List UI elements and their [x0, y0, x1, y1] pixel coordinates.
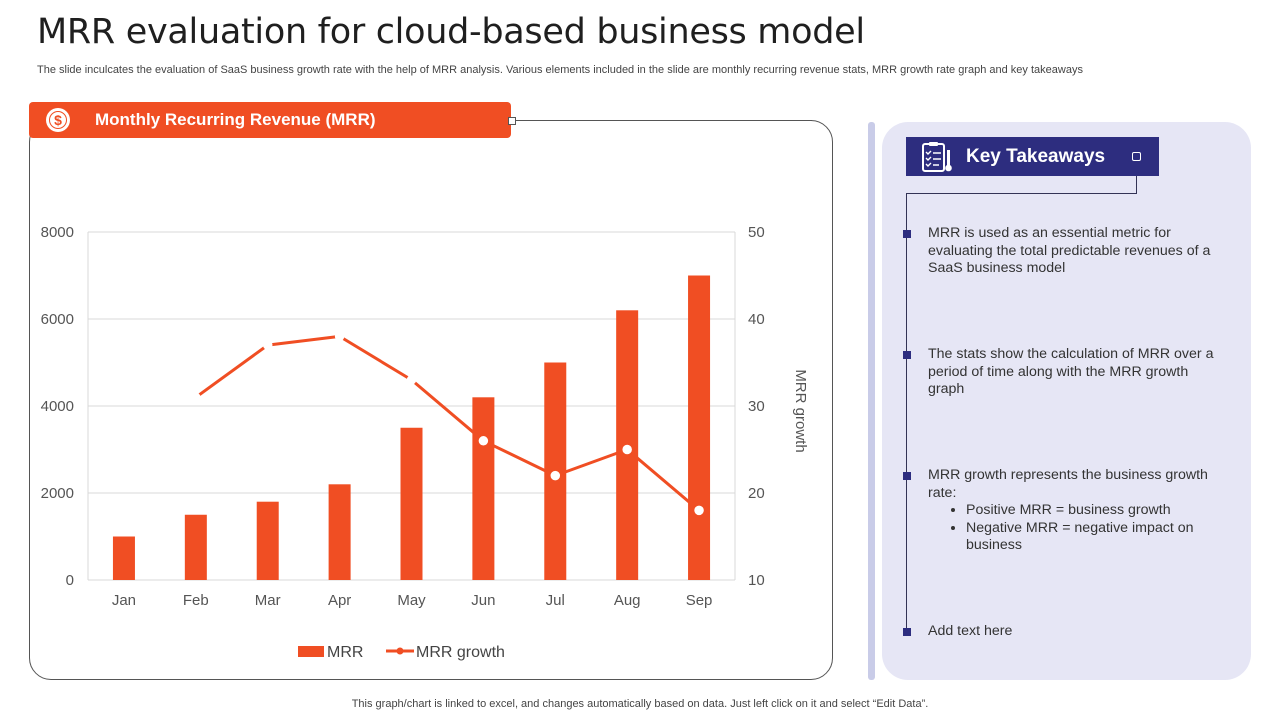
legend-swatch-growth-marker [396, 647, 404, 655]
y-right-tick-label: 30 [748, 398, 765, 415]
key-takeaways-header: Key Takeaways [906, 137, 1159, 176]
takeaway-item-4[interactable]: Add text here [928, 623, 1013, 639]
x-tick-label: Jun [471, 592, 495, 609]
key-takeaways-title: Key Takeaways [966, 146, 1106, 167]
timeline-dot [903, 628, 911, 636]
takeaway-item-3: MRR growth represents the business growt… [928, 467, 1228, 555]
x-tick-label: May [397, 592, 426, 609]
timeline-connector [906, 193, 1137, 195]
page-subtitle: The slide inculcates the evaluation of S… [37, 64, 1083, 76]
x-tick-label: Feb [183, 592, 209, 609]
y-right-axis-label: MRR growth [792, 369, 809, 452]
y-tick-label: 2000 [41, 485, 74, 502]
y-tick-label: 6000 [41, 311, 74, 328]
y-right-tick-label: 40 [748, 311, 765, 328]
bar-mrr [400, 427, 423, 580]
bar-mrr [472, 397, 495, 580]
legend-swatch-mrr [298, 646, 324, 657]
growth-point [406, 375, 417, 385]
growth-point [262, 340, 273, 350]
takeaway-bullets: Positive MRR = business growth Negative … [928, 502, 1228, 555]
x-tick-label: Sep [686, 592, 713, 609]
y-right-tick-label: 20 [748, 485, 765, 502]
y-tick-label: 0 [66, 572, 74, 589]
growth-point [191, 392, 201, 403]
footer-note: This graph/chart is linked to excel, and… [351, 698, 929, 710]
x-tick-label: Aug [614, 592, 641, 609]
bar-mrr [112, 536, 135, 580]
chart-header: $ Monthly Recurring Revenue (MRR) [29, 102, 511, 138]
takeaway-bullet: Negative MRR = negative impact on busine… [966, 520, 1228, 555]
key-takeaways-panel [882, 122, 1251, 680]
growth-point [550, 470, 561, 481]
bar-mrr [688, 275, 711, 580]
header-handle [1132, 152, 1141, 161]
takeaway-bullet: Positive MRR = business growth [966, 502, 1228, 520]
bar-mrr [256, 501, 279, 580]
legend-label-growth: MRR growth [416, 644, 505, 661]
timeline-dot [903, 472, 911, 480]
x-tick-label: Jan [112, 592, 136, 609]
legend-label-mrr: MRR [327, 644, 363, 661]
bar-mrr [184, 514, 207, 580]
y-tick-label: 4000 [41, 398, 74, 415]
x-tick-label: Jul [546, 592, 565, 609]
takeaway-item-2: The stats show the calculation of MRR ov… [928, 346, 1214, 397]
takeaway-item-3-text: MRR growth represents the business growt… [928, 467, 1208, 501]
page-title: MRR evaluation for cloud-based business … [37, 12, 865, 52]
timeline-dot [903, 230, 911, 238]
chart-section-title: Monthly Recurring Revenue (MRR) [95, 110, 376, 129]
connector-line [511, 120, 812, 121]
resize-handle[interactable] [508, 117, 516, 125]
growth-point [478, 436, 489, 446]
line-mrr-growth [194, 334, 701, 512]
timeline-line [906, 193, 908, 633]
y-right-tick-label: 10 [748, 572, 765, 589]
dollar-coin-icon: $ [46, 108, 70, 132]
growth-point [694, 505, 704, 516]
timeline-connector-vertical [1136, 176, 1138, 194]
y-tick-label: 8000 [41, 224, 74, 241]
mrr-chart[interactable]: 0 2000 4000 6000 8000 10 20 30 40 50 MRR growth Jan… [0, 0, 860, 700]
growth-point [334, 331, 345, 342]
timeline-dot [903, 351, 911, 359]
x-tick-label: Mar [255, 592, 281, 609]
x-tick-label: Apr [328, 592, 351, 609]
checklist-clipboard-icon [922, 142, 952, 172]
bar-mrr [328, 484, 351, 580]
takeaway-item-1: MRR is used as an essential metric for e… [928, 225, 1211, 276]
growth-point [622, 444, 632, 455]
y-right-tick-label: 50 [748, 224, 765, 241]
panel-divider [868, 122, 875, 680]
